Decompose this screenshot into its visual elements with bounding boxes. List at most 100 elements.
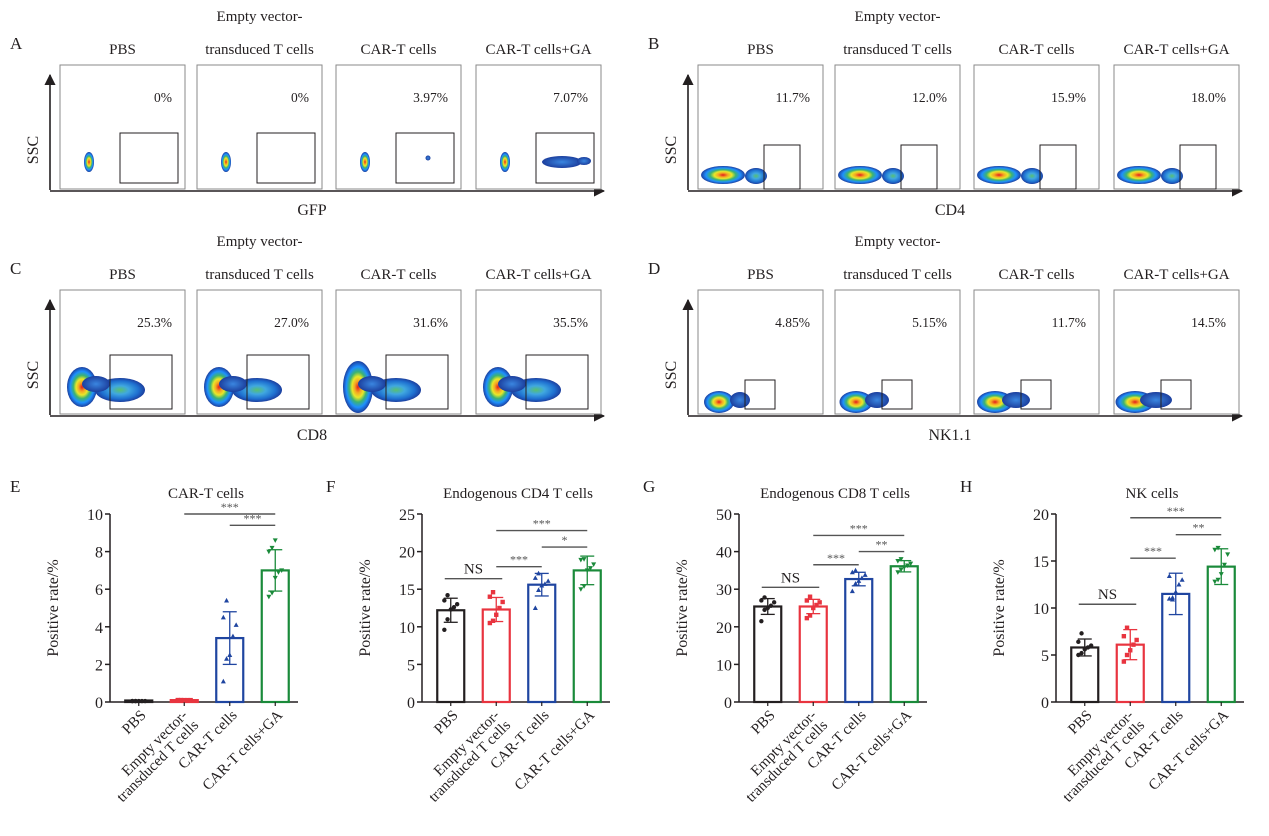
flow-plot: CAR-T cells+GA 7.07% — [475, 42, 602, 190]
data-point — [487, 594, 493, 599]
data-point — [1176, 581, 1182, 587]
data-point — [175, 697, 181, 703]
data-point — [442, 598, 447, 603]
density-blob — [730, 392, 750, 408]
group-title: CAR-T cells+GA — [485, 267, 591, 283]
data-point — [1221, 562, 1227, 568]
gate-box — [385, 354, 449, 410]
y-tick-label: 30 — [716, 582, 732, 599]
data-point — [494, 612, 499, 617]
gate-percentage: 0% — [291, 90, 309, 105]
density-blob — [745, 168, 767, 184]
data-point — [849, 588, 855, 594]
y-tick-label: 40 — [716, 545, 732, 562]
data-point — [454, 602, 460, 607]
density-blob — [360, 152, 370, 172]
data-point — [1076, 652, 1081, 658]
significance-label: *** — [1167, 504, 1185, 518]
chart-title: Endogenous CD4 T cells — [443, 486, 593, 502]
flow-plot: CAR-T cells 11.7% — [973, 267, 1100, 415]
density-blob — [704, 391, 734, 413]
density-blob — [84, 152, 94, 172]
data-point — [227, 652, 233, 657]
data-point — [762, 607, 767, 613]
data-point — [279, 568, 285, 573]
group-title: Empty vector- — [217, 234, 303, 250]
density-blob — [839, 391, 873, 413]
density-blob — [1140, 392, 1172, 408]
group-title: CAR-T cells — [361, 267, 437, 283]
data-point — [500, 599, 505, 605]
gate-box — [763, 144, 801, 190]
y-tick-label: 10 — [1033, 601, 1049, 618]
density-blob — [865, 392, 889, 408]
data-point — [1225, 552, 1231, 558]
y-tick-label: 0 — [1041, 695, 1049, 712]
data-point — [814, 602, 819, 608]
data-point — [1134, 637, 1139, 643]
group-title: CAR-T cells+GA — [1123, 42, 1229, 58]
plot-frame — [475, 64, 602, 190]
y-tick-label: 0 — [407, 695, 415, 712]
data-point — [1079, 631, 1084, 636]
significance-label: NS — [781, 570, 800, 586]
gate-box — [256, 132, 316, 184]
gate-percentage: 11.7% — [1052, 315, 1086, 330]
bar — [889, 565, 919, 704]
significance-label: * — [562, 533, 568, 547]
gate-box — [1039, 144, 1077, 190]
flow-plot: CAR-T cells+GA 35.5% — [475, 267, 602, 415]
data-point — [1131, 642, 1136, 647]
density-blob — [977, 166, 1021, 184]
group-title: CAR-T cells — [999, 42, 1075, 58]
bar — [1206, 565, 1236, 704]
y-tick-label: 15 — [399, 582, 415, 599]
panel-letter: G — [643, 477, 655, 496]
gate-box — [900, 144, 938, 190]
gate-percentage: 5.15% — [912, 315, 947, 330]
significance-label: ** — [1193, 521, 1205, 535]
data-point — [1121, 659, 1127, 664]
data-point — [904, 563, 910, 569]
data-point — [266, 594, 272, 600]
y-tick-label: 4 — [95, 620, 103, 637]
panel-letter: A — [10, 34, 23, 53]
density-blob — [838, 166, 882, 184]
significance-label: *** — [1144, 544, 1162, 558]
data-point — [759, 598, 764, 603]
flow-plot: CAR-T cells 15.9% — [973, 42, 1100, 190]
density-blob — [219, 376, 247, 392]
group-title: transduced T cells — [205, 42, 314, 58]
gate-percentage: 11.7% — [776, 90, 810, 105]
bar-chart-e: E CAR-T cells Positive rate/% 0 2 4 6 8 10 *** ***… — [10, 477, 298, 806]
data-point — [1218, 572, 1224, 577]
data-point — [856, 578, 862, 583]
gate-percentage: 35.5% — [553, 315, 588, 330]
y-tick-label: 15 — [1033, 554, 1049, 571]
y-tick-label: 2 — [95, 657, 103, 674]
gate-percentage: 7.07% — [553, 90, 588, 105]
data-point — [532, 575, 538, 580]
flow-panel-b: B SSC CD4 PBS 11.7% Empty vector-transduced T… — [648, 9, 1244, 219]
data-point — [224, 597, 230, 603]
gate-percentage: 14.5% — [1191, 315, 1226, 330]
gate-box — [395, 132, 455, 184]
significance-label: *** — [221, 500, 239, 514]
gate-box — [525, 354, 589, 410]
chart-title: CAR-T cells — [168, 486, 244, 502]
data-point — [275, 570, 281, 575]
group-title: transduced T cells — [843, 42, 952, 58]
group-title: Empty vector- — [855, 234, 941, 250]
flow-plot: CAR-T cells+GA 18.0% — [1113, 42, 1240, 190]
y-tick-label: 8 — [95, 545, 103, 562]
data-point — [1079, 650, 1084, 656]
data-point — [220, 614, 226, 620]
gate-percentage: 0% — [154, 90, 172, 105]
panel-letter: D — [648, 259, 660, 278]
bar — [481, 608, 511, 704]
data-point — [578, 587, 584, 592]
significance-label: NS — [1098, 587, 1117, 603]
data-point — [220, 678, 226, 684]
panel-letter: F — [326, 477, 335, 496]
